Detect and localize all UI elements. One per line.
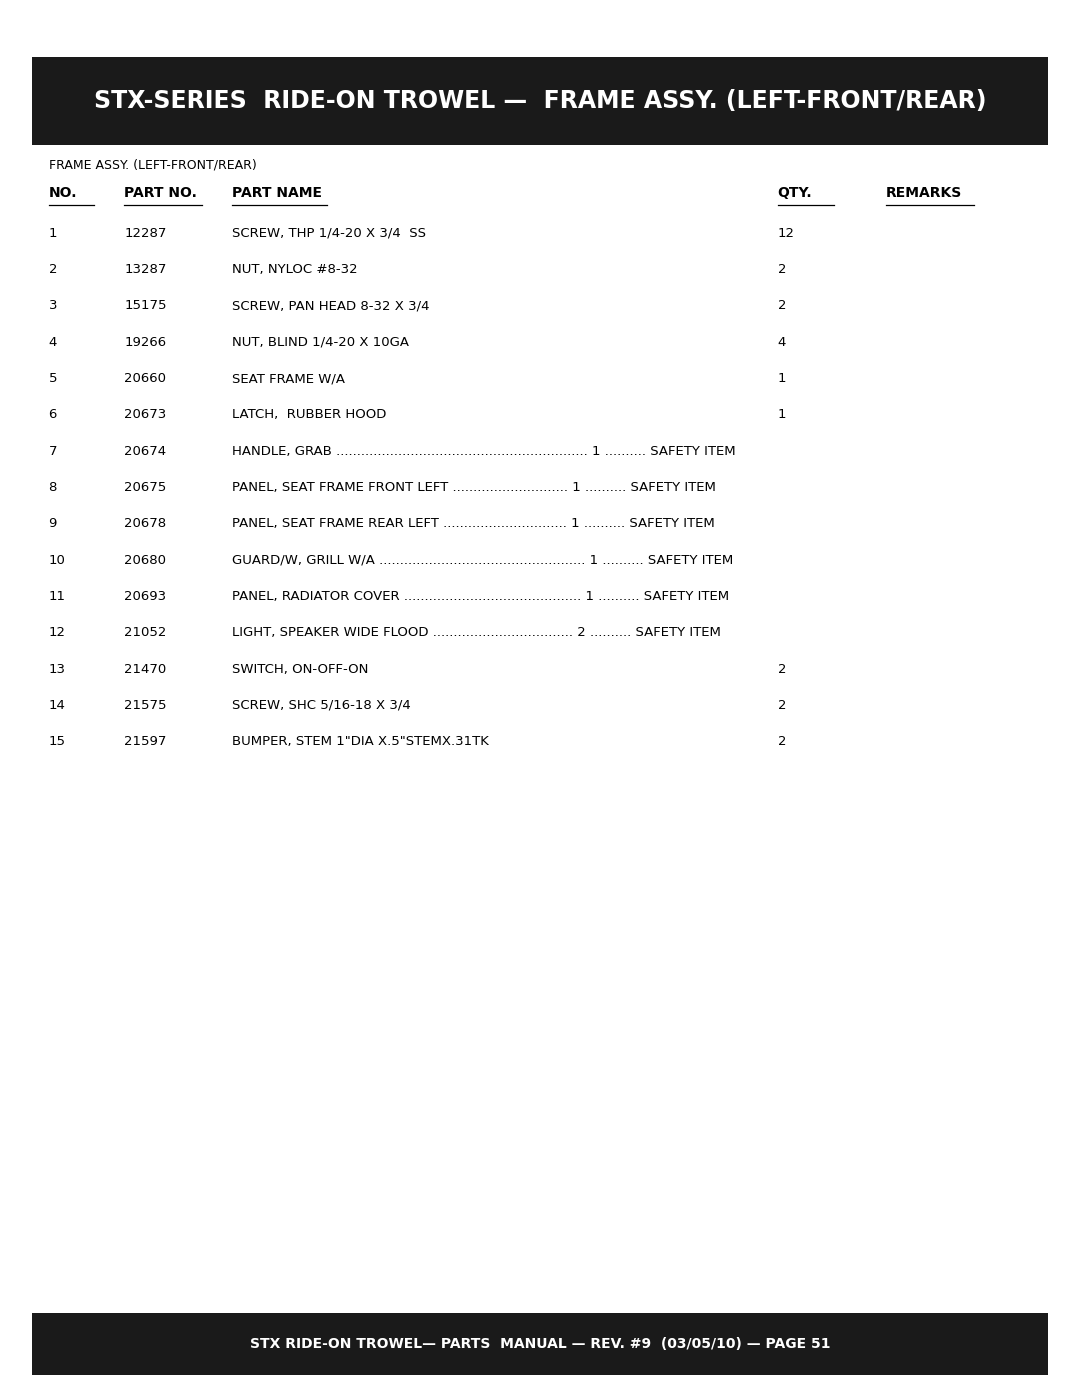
Bar bbox=[32, 1313, 1048, 1375]
Text: 20673: 20673 bbox=[124, 408, 166, 422]
Text: 20675: 20675 bbox=[124, 481, 166, 495]
Text: 2: 2 bbox=[778, 299, 786, 313]
Text: PART NO.: PART NO. bbox=[124, 186, 197, 200]
Text: HANDLE, GRAB ............................................................. 1 ...: HANDLE, GRAB ...........................… bbox=[232, 444, 735, 458]
Text: 14: 14 bbox=[49, 698, 66, 712]
Text: REMARKS: REMARKS bbox=[886, 186, 962, 200]
Text: SWITCH, ON-OFF-ON: SWITCH, ON-OFF-ON bbox=[232, 662, 368, 676]
Text: 21597: 21597 bbox=[124, 735, 166, 749]
Text: STX-SERIES  RIDE-ON TROWEL —  FRAME ASSY. (LEFT-FRONT/REAR): STX-SERIES RIDE-ON TROWEL — FRAME ASSY. … bbox=[94, 88, 986, 113]
Text: 4: 4 bbox=[778, 335, 786, 349]
Text: 5: 5 bbox=[49, 372, 57, 386]
Text: 20678: 20678 bbox=[124, 517, 166, 531]
Text: 1: 1 bbox=[49, 226, 57, 240]
Text: 7: 7 bbox=[49, 444, 57, 458]
Text: LATCH,  RUBBER HOOD: LATCH, RUBBER HOOD bbox=[232, 408, 387, 422]
Text: BUMPER, STEM 1"DIA X.5"STEMX.31TK: BUMPER, STEM 1"DIA X.5"STEMX.31TK bbox=[232, 735, 489, 749]
Text: PANEL, RADIATOR COVER ........................................... 1 .......... S: PANEL, RADIATOR COVER ..................… bbox=[232, 590, 729, 604]
Text: 20693: 20693 bbox=[124, 590, 166, 604]
Text: PANEL, SEAT FRAME FRONT LEFT ............................ 1 .......... SAFETY IT: PANEL, SEAT FRAME FRONT LEFT ...........… bbox=[232, 481, 716, 495]
Text: SEAT FRAME W/A: SEAT FRAME W/A bbox=[232, 372, 346, 386]
Text: 20674: 20674 bbox=[124, 444, 166, 458]
Text: 13: 13 bbox=[49, 662, 66, 676]
Text: NO.: NO. bbox=[49, 186, 77, 200]
Text: 19266: 19266 bbox=[124, 335, 166, 349]
Text: 10: 10 bbox=[49, 553, 66, 567]
Text: 2: 2 bbox=[778, 263, 786, 277]
Text: SCREW, SHC 5/16-18 X 3/4: SCREW, SHC 5/16-18 X 3/4 bbox=[232, 698, 411, 712]
Text: FRAME ASSY. (LEFT-FRONT/REAR): FRAME ASSY. (LEFT-FRONT/REAR) bbox=[49, 158, 256, 172]
Text: 2: 2 bbox=[778, 698, 786, 712]
Text: 13287: 13287 bbox=[124, 263, 166, 277]
Text: 2: 2 bbox=[778, 735, 786, 749]
Text: PANEL, SEAT FRAME REAR LEFT .............................. 1 .......... SAFETY I: PANEL, SEAT FRAME REAR LEFT ............… bbox=[232, 517, 715, 531]
Text: 12: 12 bbox=[778, 226, 795, 240]
Text: LIGHT, SPEAKER WIDE FLOOD .................................. 2 .......... SAFETY: LIGHT, SPEAKER WIDE FLOOD ..............… bbox=[232, 626, 721, 640]
Text: 15175: 15175 bbox=[124, 299, 166, 313]
Text: 12: 12 bbox=[49, 626, 66, 640]
Text: 4: 4 bbox=[49, 335, 57, 349]
Text: 11: 11 bbox=[49, 590, 66, 604]
Text: GUARD/W, GRILL W/A .................................................. 1 ........: GUARD/W, GRILL W/A .....................… bbox=[232, 553, 733, 567]
Text: PART NAME: PART NAME bbox=[232, 186, 322, 200]
Text: STX RIDE-ON TROWEL— PARTS  MANUAL — REV. #9  (03/05/10) — PAGE 51: STX RIDE-ON TROWEL— PARTS MANUAL — REV. … bbox=[249, 1337, 831, 1351]
Text: 6: 6 bbox=[49, 408, 57, 422]
Text: 20660: 20660 bbox=[124, 372, 166, 386]
Text: SCREW, THP 1/4-20 X 3/4  SS: SCREW, THP 1/4-20 X 3/4 SS bbox=[232, 226, 427, 240]
Text: 3: 3 bbox=[49, 299, 57, 313]
Text: 15: 15 bbox=[49, 735, 66, 749]
Text: 21052: 21052 bbox=[124, 626, 166, 640]
Text: 21470: 21470 bbox=[124, 662, 166, 676]
Text: 8: 8 bbox=[49, 481, 57, 495]
Text: SCREW, PAN HEAD 8-32 X 3/4: SCREW, PAN HEAD 8-32 X 3/4 bbox=[232, 299, 430, 313]
Text: NUT, BLIND 1/4-20 X 10GA: NUT, BLIND 1/4-20 X 10GA bbox=[232, 335, 409, 349]
Text: NUT, NYLOC #8-32: NUT, NYLOC #8-32 bbox=[232, 263, 357, 277]
Text: 2: 2 bbox=[778, 662, 786, 676]
Text: 2: 2 bbox=[49, 263, 57, 277]
Text: 1: 1 bbox=[778, 408, 786, 422]
Text: 12287: 12287 bbox=[124, 226, 166, 240]
Text: 9: 9 bbox=[49, 517, 57, 531]
Text: 20680: 20680 bbox=[124, 553, 166, 567]
Text: QTY.: QTY. bbox=[778, 186, 812, 200]
Text: 21575: 21575 bbox=[124, 698, 166, 712]
Bar bbox=[32, 57, 1048, 145]
Text: 1: 1 bbox=[778, 372, 786, 386]
